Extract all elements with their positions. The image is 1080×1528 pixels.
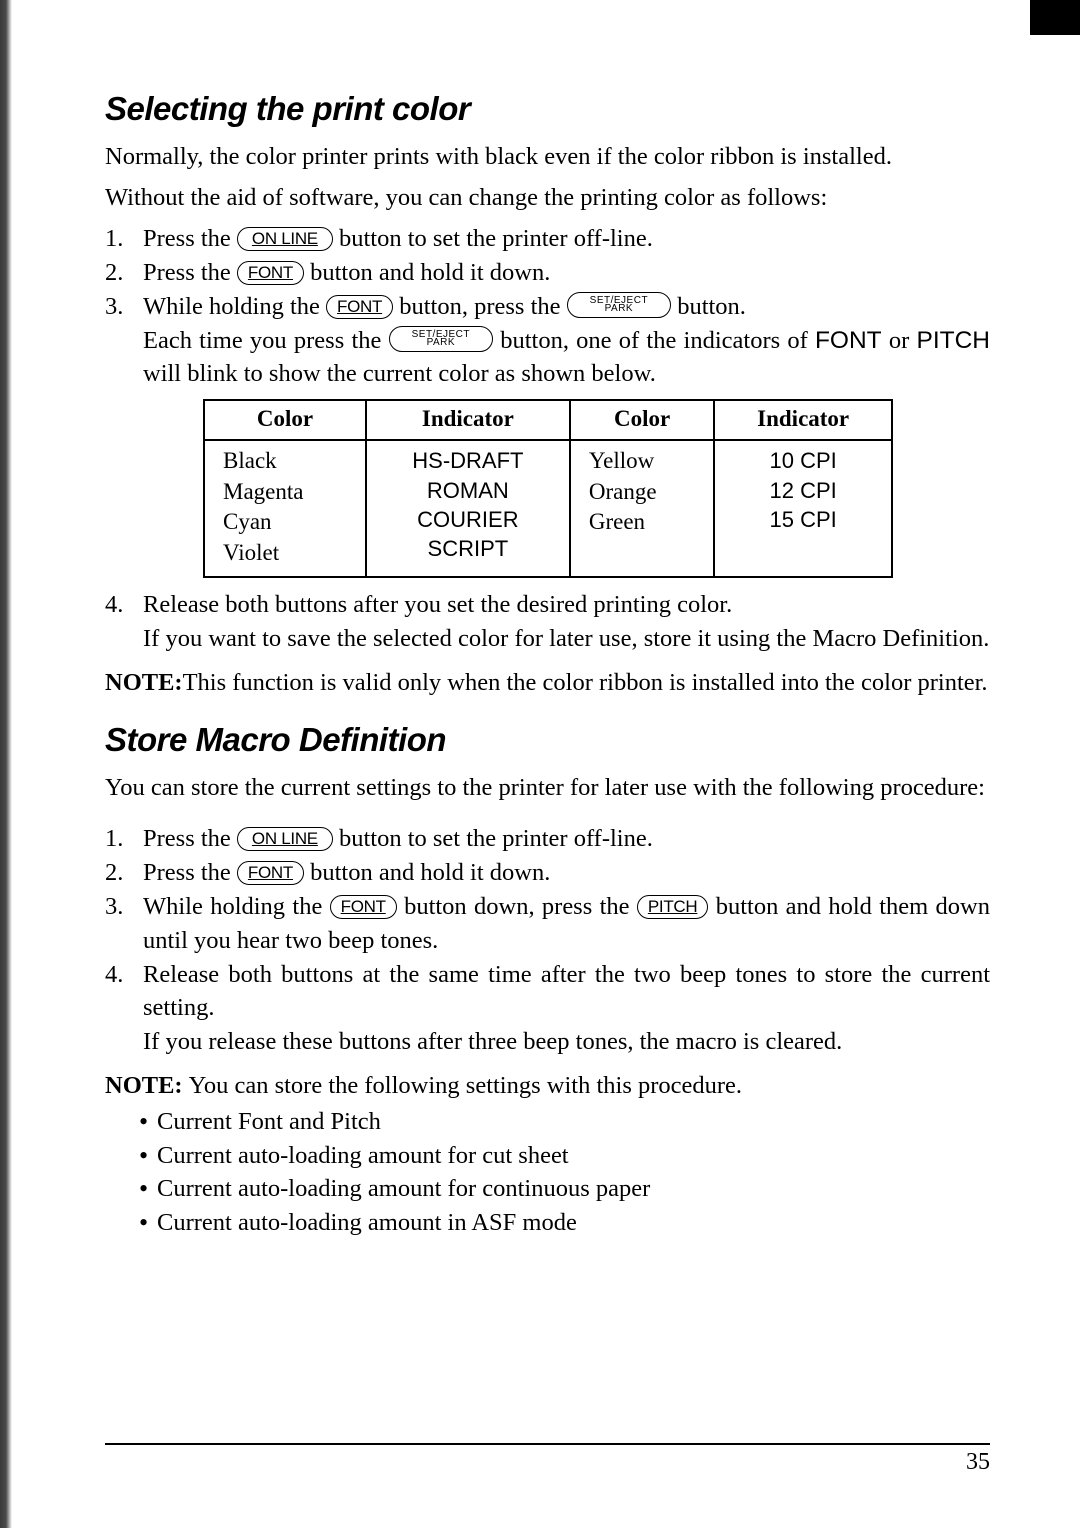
th-color: Color — [204, 400, 366, 440]
td-colors-left: Black Magenta Cyan Violet — [204, 440, 366, 576]
text: Each time you press the — [143, 327, 389, 354]
pitch-button-label: PITCH — [637, 895, 709, 919]
section1-para1: Normally, the color printer prints with … — [105, 140, 990, 173]
text: Release both buttons at the same time af… — [143, 961, 990, 1022]
step-2: Press the FONT button and hold it down. — [105, 856, 990, 890]
section2-steps: Press the ON LINE button to set the prin… — [105, 822, 990, 1059]
text: Press the — [143, 259, 237, 286]
font-word: FONT — [815, 327, 882, 354]
font-button-label: FONT — [330, 895, 397, 919]
note-bullets: Current Font and Pitch Current auto-load… — [139, 1105, 990, 1240]
th-color: Color — [570, 400, 714, 440]
text: button, one of the indicators of — [493, 327, 815, 354]
pitch-word: PITCH — [917, 327, 991, 354]
text: Press the — [143, 825, 237, 852]
text: button and hold it down. — [304, 859, 550, 886]
td-indicators-left: HS-DRAFT ROMAN COURIER SCRIPT — [366, 440, 570, 576]
section1-para2: Without the aid of software, you can cha… — [105, 181, 990, 214]
step-2: Press the FONT button and hold it down. — [105, 256, 990, 290]
td-indicators-right: 10 CPI 12 CPI 15 CPI — [714, 440, 892, 576]
note-body: This function is valid only when the col… — [183, 666, 988, 700]
step-4: Release both buttons after you set the d… — [105, 588, 990, 656]
th-indicator: Indicator — [714, 400, 892, 440]
seteject-button-label: SET/EJECTPARK — [389, 326, 493, 352]
font-button-label: FONT — [237, 861, 304, 885]
note-label: NOTE: — [105, 1069, 183, 1103]
step-4: Release both buttons at the same time af… — [105, 958, 990, 1059]
note-body: You can store the following settings wit… — [189, 1069, 742, 1103]
text: While holding the — [143, 293, 326, 320]
text: Press the — [143, 859, 237, 886]
page-footer: 35 — [105, 1443, 990, 1476]
td-colors-right: Yellow Orange Green — [570, 440, 714, 576]
footer-rule — [105, 1443, 990, 1445]
seteject-button-label: SET/EJECTPARK — [567, 292, 671, 318]
step-1: Press the ON LINE button to set the prin… — [105, 822, 990, 856]
online-button-label: ON LINE — [237, 827, 333, 851]
text: button and hold it down. — [304, 259, 550, 286]
table-header-row: Color Indicator Color Indicator — [204, 400, 892, 440]
text: While holding the — [143, 893, 330, 920]
color-indicator-table: Color Indicator Color Indicator Black Ma… — [203, 399, 893, 578]
text: or — [882, 327, 917, 354]
text: button, press the — [393, 293, 567, 320]
text: button to set the printer off-line. — [333, 225, 653, 252]
bullet-item: Current Font and Pitch — [139, 1105, 990, 1139]
section1-title: Selecting the print color — [105, 90, 990, 128]
text: will blink to show the current color as … — [143, 360, 656, 387]
section2-title: Store Macro Definition — [105, 721, 990, 759]
page-corner-mark — [1030, 0, 1080, 35]
section1-note: NOTE: This function is valid only when t… — [105, 666, 990, 700]
step-1: Press the ON LINE button to set the prin… — [105, 222, 990, 256]
bullet-item: Current auto-loading amount in ASF mode — [139, 1206, 990, 1240]
text: If you release these buttons after three… — [143, 1028, 842, 1055]
text: button to set the printer off-line. — [333, 825, 653, 852]
section2-para1: You can store the current settings to th… — [105, 771, 990, 804]
bullet-item: Current auto-loading amount for continuo… — [139, 1172, 990, 1206]
section2-note: NOTE: You can store the following settin… — [105, 1069, 990, 1103]
text: button. — [671, 293, 746, 320]
step-3: While holding the FONT button down, pres… — [105, 890, 990, 958]
table-row: Black Magenta Cyan Violet HS-DRAFT ROMAN… — [204, 440, 892, 576]
bullet-item: Current auto-loading amount for cut shee… — [139, 1139, 990, 1173]
text: If you want to save the selected color f… — [143, 625, 989, 652]
page-binding-edge — [0, 0, 12, 1528]
step-3: While holding the FONT button, press the… — [105, 290, 990, 578]
page-number: 35 — [105, 1449, 990, 1476]
th-indicator: Indicator — [366, 400, 570, 440]
online-button-label: ON LINE — [237, 227, 333, 251]
font-button-label: FONT — [237, 261, 304, 285]
font-button-label: FONT — [326, 295, 393, 319]
text: button down, press the — [397, 893, 637, 920]
section1-steps: Press the ON LINE button to set the prin… — [105, 222, 990, 655]
text: Release both buttons after you set the d… — [143, 591, 732, 618]
text: Press the — [143, 225, 237, 252]
note-label: NOTE: — [105, 666, 183, 700]
